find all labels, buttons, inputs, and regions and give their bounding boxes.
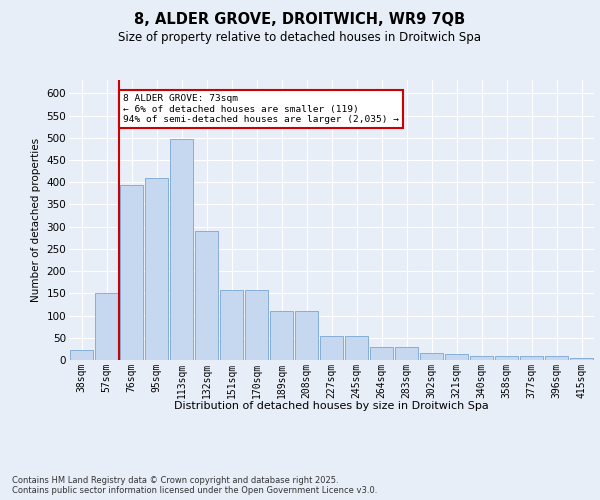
Bar <box>95 294 118 360</box>
Text: Contains HM Land Registry data © Crown copyright and database right 2025.
Contai: Contains HM Land Registry data © Crown c… <box>12 476 377 495</box>
Bar <box>320 336 343 360</box>
Bar <box>295 311 318 360</box>
Text: 8, ALDER GROVE, DROITWICH, WR9 7QB: 8, ALDER GROVE, DROITWICH, WR9 7QB <box>134 12 466 28</box>
Y-axis label: Number of detached properties: Number of detached properties <box>31 138 41 302</box>
X-axis label: Distribution of detached houses by size in Droitwich Spa: Distribution of detached houses by size … <box>174 401 489 411</box>
Bar <box>220 290 243 360</box>
Bar <box>270 311 293 360</box>
Bar <box>345 336 368 360</box>
Bar <box>445 354 468 360</box>
Bar <box>70 350 93 360</box>
Bar <box>195 230 218 360</box>
Text: Size of property relative to detached houses in Droitwich Spa: Size of property relative to detached ho… <box>119 31 482 44</box>
Bar <box>145 178 168 360</box>
Bar <box>170 138 193 360</box>
Bar <box>420 354 443 360</box>
Bar <box>545 356 568 360</box>
Bar <box>570 358 593 360</box>
Bar <box>120 186 143 360</box>
Bar <box>370 346 393 360</box>
Text: 8 ALDER GROVE: 73sqm
← 6% of detached houses are smaller (119)
94% of semi-detac: 8 ALDER GROVE: 73sqm ← 6% of detached ho… <box>123 94 399 124</box>
Bar <box>395 346 418 360</box>
Bar <box>495 356 518 360</box>
Bar <box>520 356 543 360</box>
Bar <box>470 356 493 360</box>
Bar <box>245 290 268 360</box>
